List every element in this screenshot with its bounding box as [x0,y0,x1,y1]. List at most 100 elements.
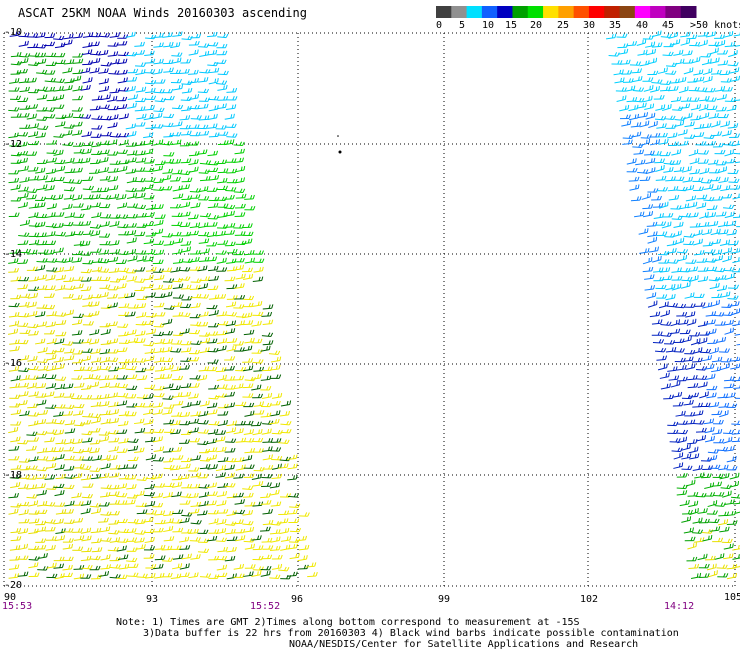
wind-barb [109,574,121,579]
wind-barb [145,95,157,100]
wind-barb [673,452,684,460]
wind-barb [62,528,74,533]
wind-barb [35,52,47,58]
wind-barb [693,250,705,256]
wind-barb [73,148,85,154]
wind-barb [697,508,708,514]
wind-barb [711,293,723,299]
wind-barb [28,212,39,219]
lat-label-20: -20 [4,580,23,591]
wind-barb [163,67,174,73]
wind-barb [287,463,298,470]
wind-barb [270,356,282,363]
wind-barb [154,214,166,219]
wind-barb [719,70,731,76]
wind-barb [731,437,740,443]
wind-barb [198,115,210,121]
wind-barb [653,95,665,100]
wind-barb [636,38,647,46]
wind-barb [215,250,227,255]
wind-barb [678,86,689,94]
wind-barb [91,547,103,553]
wind-barb [642,266,654,273]
wind-barb [91,507,102,515]
wind-barb [153,249,165,256]
wind-barb [179,563,190,570]
wind-barb [189,250,201,255]
wind-barb [305,562,317,568]
wind-barb [62,141,74,147]
wind-barb [655,175,667,181]
wind-barb [134,106,146,112]
wind-barb [98,49,109,56]
wind-barb [125,168,137,174]
wind-barb [107,392,118,399]
wind-barb [253,266,264,273]
wind-barb [693,420,705,425]
wind-barb [9,142,21,147]
wind-barb [199,175,211,182]
wind-barb [208,309,219,317]
wind-barb [706,563,717,571]
wind-barb [691,357,703,363]
wind-barb [89,32,102,38]
wind-barb [72,276,84,281]
legend-swatch-1 [451,6,468,18]
wind-barb [707,159,719,165]
wind-barb [188,356,200,362]
wind-barb [271,455,283,461]
wind-barb [80,574,92,579]
wind-barb [188,467,200,472]
time-label-center: 15:52 [250,601,281,612]
wind-barb [699,95,710,102]
wind-barb [225,427,237,434]
wind-barb [667,421,679,427]
wind-barb [180,457,192,463]
wind-barb [278,463,289,469]
wind-barb [134,204,146,210]
wind-barb [180,201,191,208]
wind-barb [153,392,165,398]
wind-barb [80,67,91,74]
wind-barb [116,96,128,102]
wind-barb [215,472,226,478]
wind-barb [135,544,146,550]
wind-barb [163,132,175,138]
wind-barb [224,139,235,146]
wind-barb [701,355,713,362]
wind-barb [163,151,175,157]
wind-barb [234,499,245,505]
wind-barb [697,159,709,164]
wind-barb [215,367,227,373]
wind-barb [683,527,694,534]
wind-barb [27,292,39,299]
wind-barb [208,529,220,534]
wind-barb [19,374,30,381]
wind-barb [651,30,662,38]
wind-barb [615,87,627,92]
wind-barb [671,447,683,453]
map-title: ASCAT 25KM NOAA Winds 20160303 ascending [18,6,307,20]
wind-barb [64,438,75,445]
lon-label-99: 99 [438,594,451,605]
wind-barb [721,538,733,544]
wind-barb [681,443,691,451]
wind-barb [684,303,696,308]
wind-barb [62,221,74,227]
wind-barb [152,473,163,480]
wind-barb [190,455,201,461]
wind-barb [287,454,298,460]
wind-barb [8,508,19,515]
wind-barb [161,267,173,272]
wind-barb [710,120,721,128]
wind-barb [171,104,184,110]
wind-barb [143,238,155,245]
wind-barb [198,43,210,48]
wind-barb [72,517,84,523]
wind-barb [108,401,119,408]
wind-barb [716,94,727,101]
wind-barb [677,129,688,136]
wind-barb [8,87,20,92]
wind-barb [235,203,246,209]
wind-barb [8,455,20,461]
